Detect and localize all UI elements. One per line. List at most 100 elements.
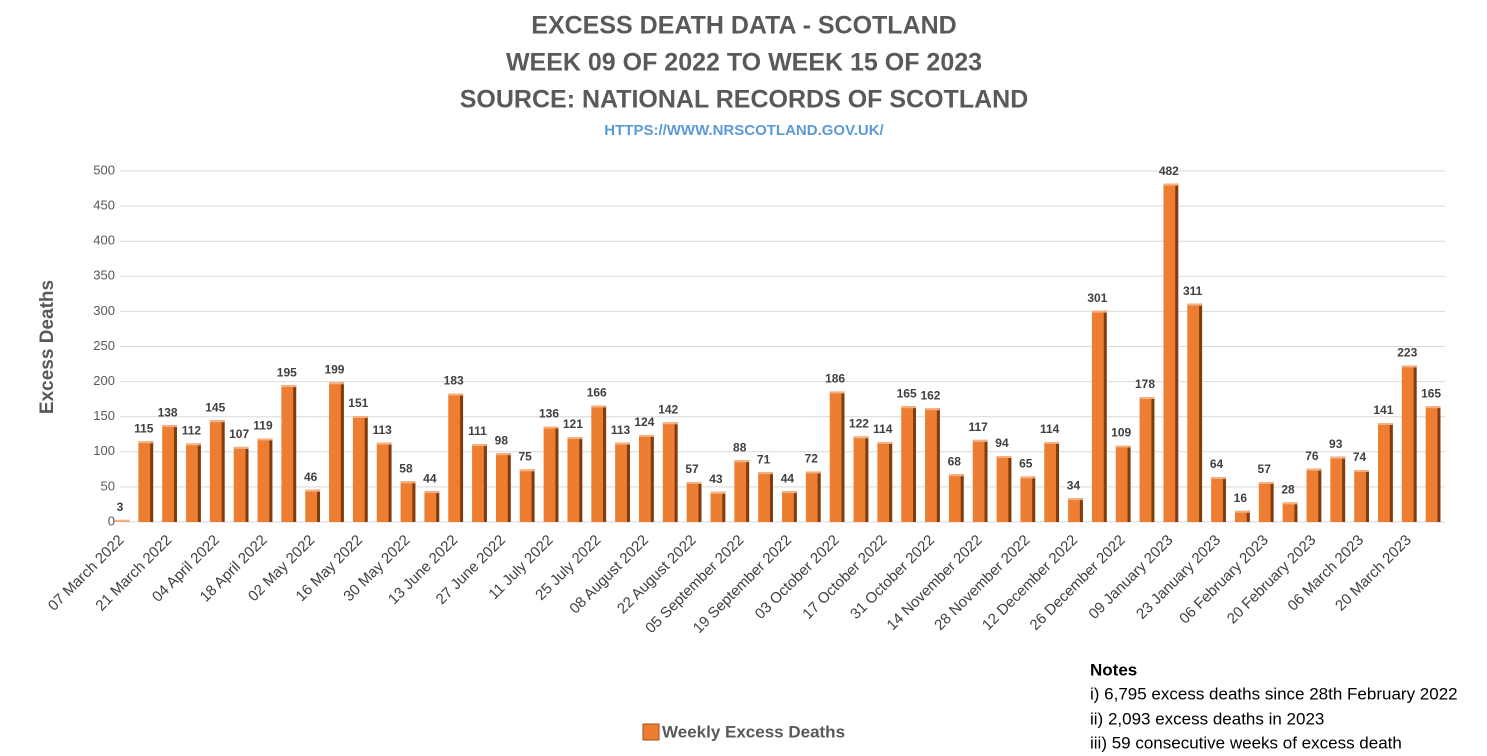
bar-shade [1389,423,1393,522]
bar [472,444,487,522]
bar [1234,510,1250,522]
data-label: 117 [968,420,988,434]
bar [853,436,869,522]
y-tick-label: 50 [101,478,115,493]
data-label: 482 [1159,164,1179,178]
x-tick-label: 20 February 2023 [1224,532,1320,628]
data-label: 64 [1210,457,1224,471]
data-label: 165 [897,386,917,400]
bar-top [448,393,464,396]
bar-top [162,425,177,428]
bar-top [638,434,654,437]
bar-top [1425,406,1441,409]
y-tick-label: 0 [108,513,115,528]
bar [758,472,773,522]
data-label: 166 [587,386,607,400]
data-label: 114 [873,422,893,436]
bar [1330,456,1346,522]
x-tick-label: 17 October 2022 [799,532,890,623]
data-label: 186 [825,372,845,386]
bar-shade [1294,502,1298,522]
bar-shade [245,446,249,522]
data-label: 138 [158,405,178,419]
note: ii) 2,093 excess deaths in 2023 [1090,709,1324,728]
chart-title: SOURCE: NATIONAL RECORDS OF SCOTLAND [460,86,1029,114]
bar-shade [889,441,893,522]
bar-shade [150,441,154,522]
data-label: 88 [733,440,747,454]
bar-top [305,489,321,492]
bar [710,491,726,522]
bar [1258,481,1274,522]
bar-top [1282,502,1298,505]
bar-top [972,439,988,442]
data-label: 122 [849,417,869,431]
bar-shade [1318,468,1322,522]
bar-top [925,408,940,411]
bar [686,481,702,522]
bar [1187,303,1203,522]
data-label: 71 [757,452,771,466]
bar [1068,498,1083,522]
bar-top [257,438,273,441]
data-label: 46 [304,470,318,484]
bar-shade [793,491,797,522]
bar-shade [1413,365,1417,522]
bar-top [400,481,416,484]
bar-shade [769,472,773,522]
bar-shade [1222,477,1226,522]
data-label: 34 [1067,478,1081,492]
bar [591,405,607,522]
bar [281,385,297,522]
bar-top [376,442,392,445]
data-label: 162 [920,388,940,402]
chart-subtitle: HTTPS://WWW.NRSCOTLAND.GOV.UK/ [604,122,884,139]
y-tick-label: 100 [93,443,115,458]
data-label: 151 [348,396,368,410]
data-label: 65 [1019,457,1033,471]
bar-shade [293,385,297,522]
bar-top [567,437,583,440]
data-label: 75 [519,450,533,464]
bar-top [209,420,225,423]
bar-shade [1008,456,1012,522]
data-label: 145 [205,400,225,414]
bar-top [1378,423,1393,426]
bar-shade [1365,470,1369,522]
bar [305,489,321,522]
bar-top [758,472,773,475]
bar [519,469,535,522]
y-tick-label: 200 [93,373,115,388]
note: iii) 59 consecutive weeks of excess deat… [1090,733,1402,752]
bar-top [1211,477,1226,480]
bar-shade [674,422,678,522]
bar-shade [340,382,344,522]
bar-top [782,491,797,494]
bar [1091,310,1107,522]
data-label: 121 [563,417,583,431]
data-label: 178 [1135,377,1155,391]
bar-shade [984,439,988,522]
y-tick-label: 300 [93,303,115,318]
data-label: 195 [277,365,297,379]
bar-shade [460,393,464,522]
bar-shade [1056,441,1060,522]
bar-shade [1342,456,1346,522]
bar [1282,502,1298,522]
bar [186,443,201,522]
y-tick-label: 350 [93,268,115,283]
bar [209,420,225,522]
data-label: 57 [685,462,699,476]
bar-top [1234,510,1250,513]
bar-top [281,385,297,388]
bar-top [543,426,559,429]
bar [448,393,464,522]
bar-top [1020,476,1036,479]
x-tick-label: 23 January 2023 [1133,532,1224,623]
bar-top [877,441,893,444]
data-label: 44 [781,471,795,485]
data-label: 113 [372,423,392,437]
bar-shade [650,434,654,522]
bar-shade [722,491,726,522]
